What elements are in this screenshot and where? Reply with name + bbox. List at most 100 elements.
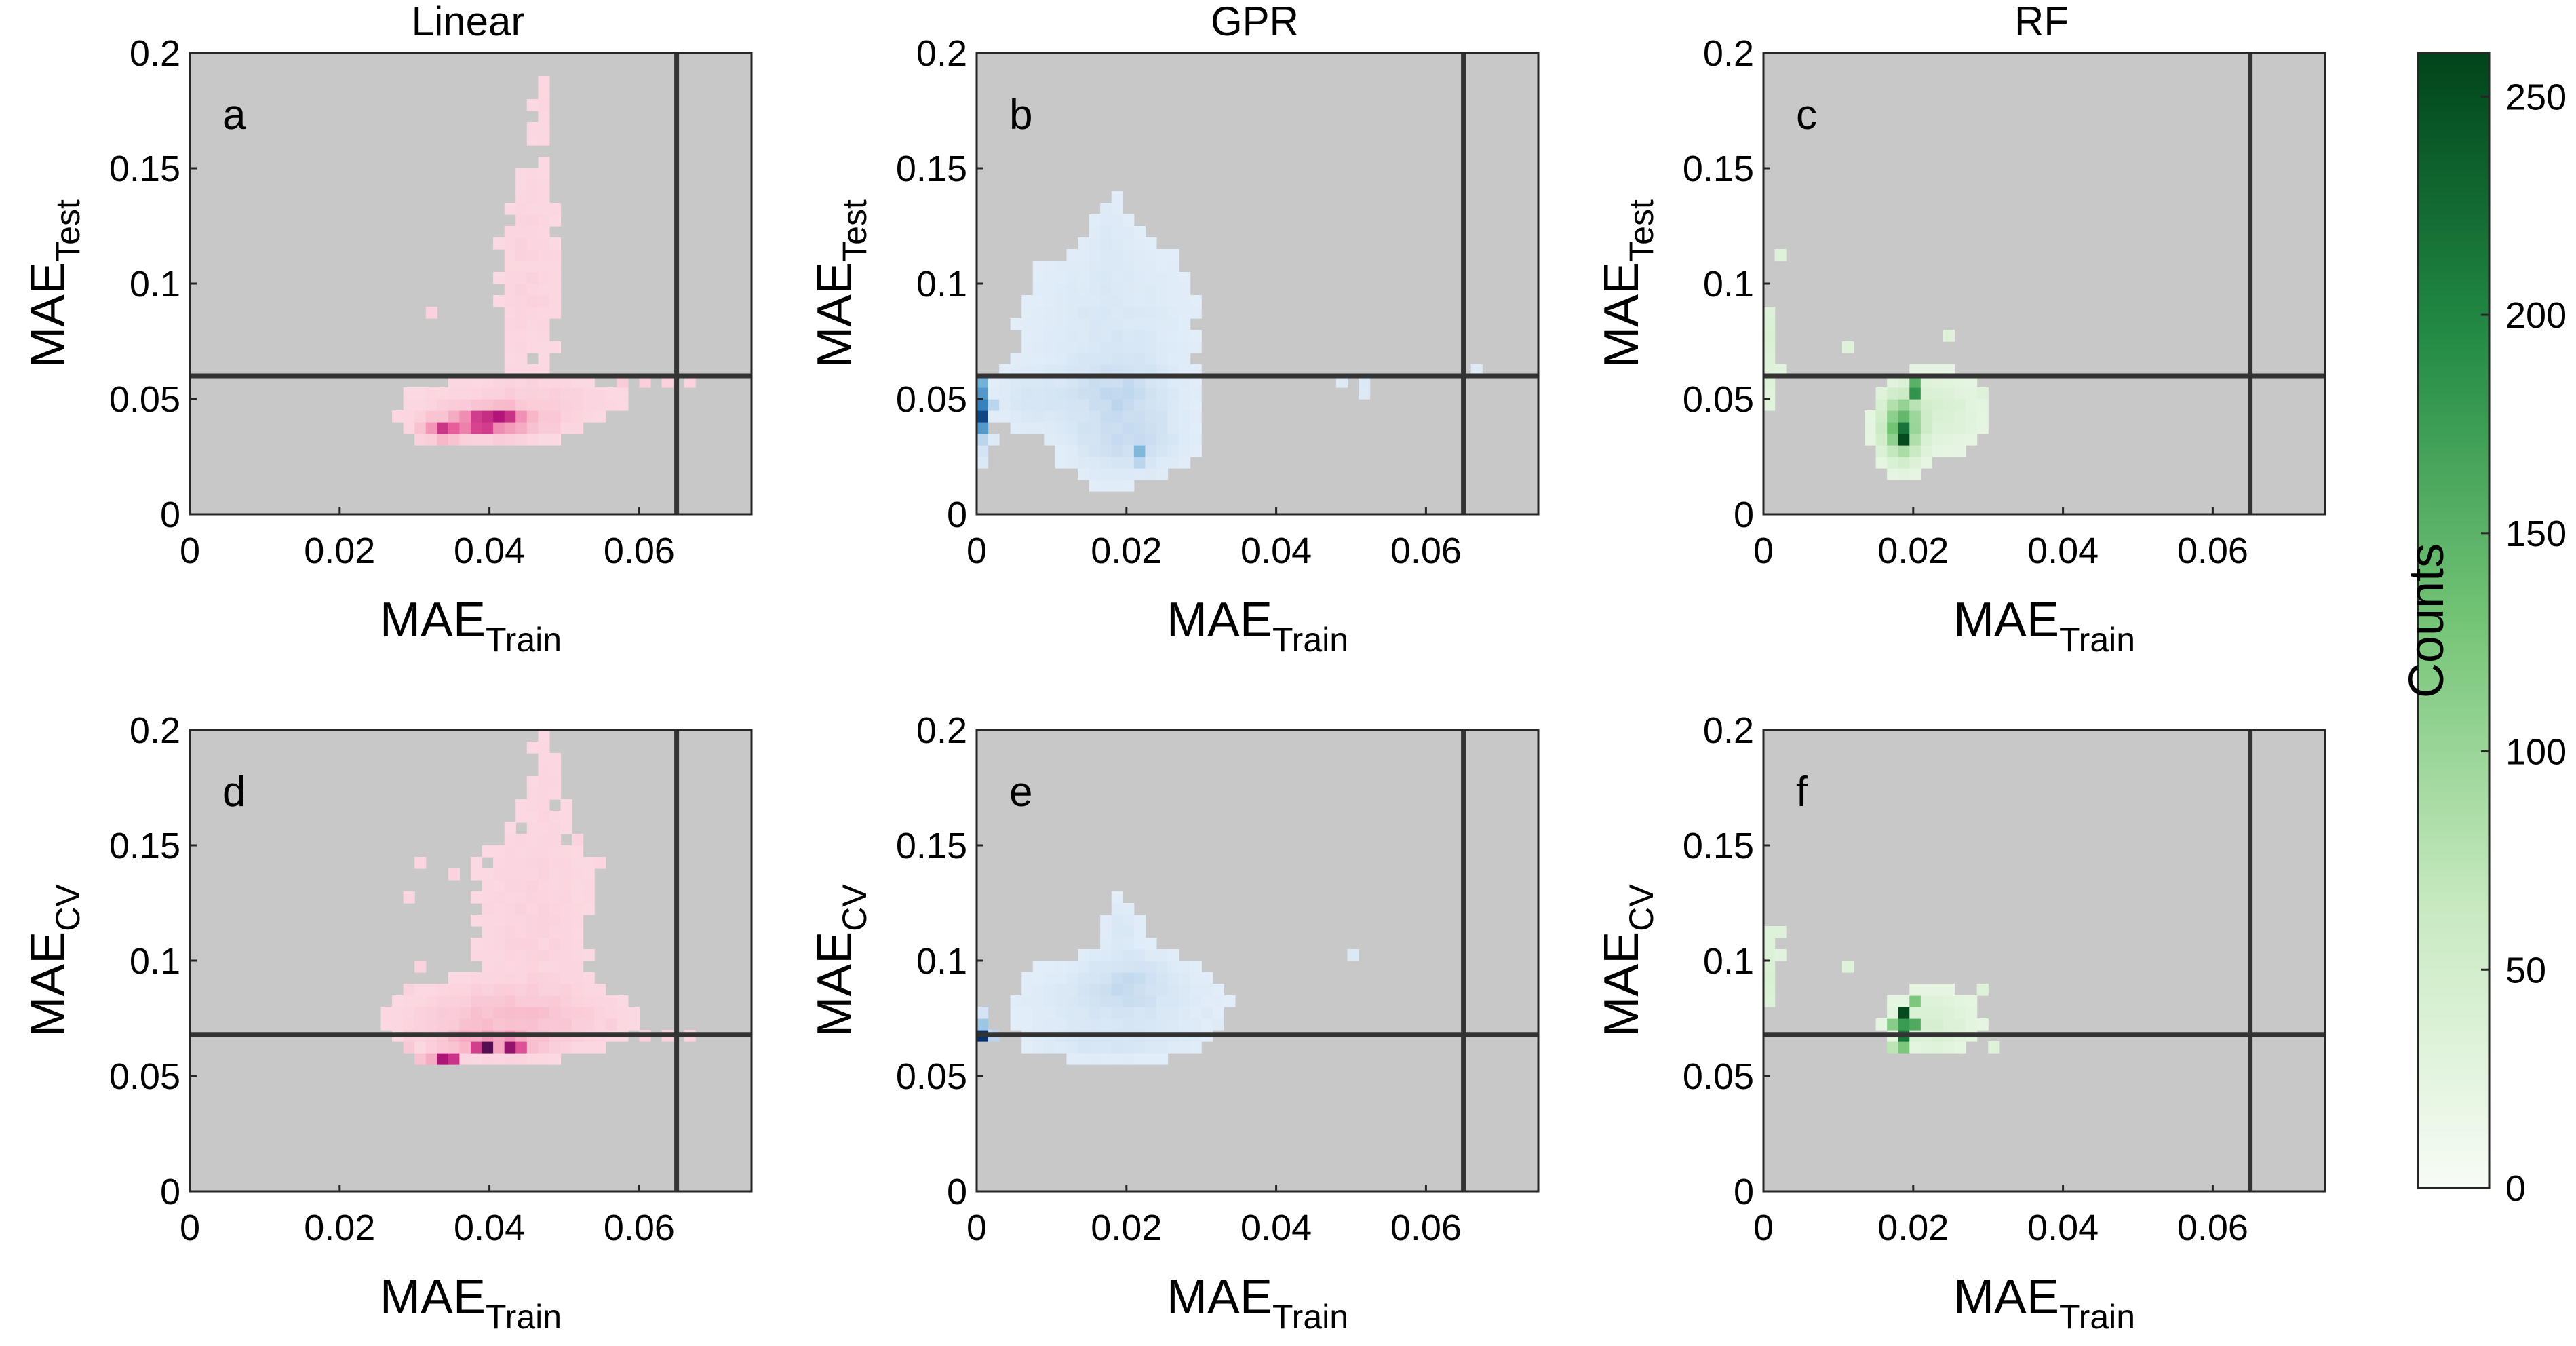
heatmap-cell [1909, 376, 1921, 388]
heatmap-cell [549, 822, 562, 834]
heatmap-cell [594, 387, 606, 400]
heatmap-cell [1145, 1007, 1157, 1019]
heatmap-cell [1066, 1041, 1078, 1054]
heatmap-cell [639, 376, 651, 388]
heatmap-cells [1763, 249, 1989, 480]
heatmap-cell [1123, 272, 1135, 284]
heatmap-cell [583, 857, 595, 869]
heatmap-cell [515, 237, 528, 250]
heatmap-cell [1190, 1018, 1202, 1031]
heatmap-cell [1021, 984, 1034, 996]
x-tick-label: 0.04 [454, 1208, 525, 1248]
heatmap-cell [594, 399, 606, 411]
heatmap-cell [1865, 434, 1877, 446]
heatmap-cell [1111, 226, 1123, 238]
y-tick-label: 0.05 [109, 1056, 180, 1097]
heatmap-cell [1133, 237, 1146, 250]
heatmap-cell [560, 995, 572, 1007]
heatmap-cell [617, 399, 629, 411]
heatmap-cell [1966, 1018, 1978, 1031]
heatmap-cell [1078, 1041, 1090, 1054]
heatmap-cell [504, 364, 516, 377]
heatmap-cell [583, 1018, 595, 1031]
heatmap-cell [504, 984, 516, 996]
y-tick-label: 0.2 [916, 33, 967, 74]
heatmap-cell [538, 730, 550, 742]
heatmap-cell [425, 399, 437, 411]
heatmap-cell [1066, 341, 1078, 353]
heatmap-cell [988, 434, 1000, 446]
heatmap-cell [1763, 387, 1776, 400]
heatmap-cell [482, 926, 494, 938]
heatmap-cell [594, 410, 606, 423]
heatmap-cell [1156, 261, 1169, 273]
heatmap-cell [1865, 410, 1877, 423]
heatmap-cell [1179, 445, 1191, 457]
heatmap-cell [1932, 410, 1944, 423]
heatmap-cell [1100, 915, 1112, 927]
heatmap-cell [1089, 353, 1101, 365]
heatmap-cell [1111, 261, 1123, 273]
heatmap-cell [583, 880, 595, 892]
heatmap-cell [1123, 284, 1135, 296]
heatmap-cell [594, 1018, 606, 1031]
heatmap-cell [1887, 422, 1899, 434]
heatmap-cell [538, 387, 550, 400]
heatmap-cell [1909, 364, 1921, 377]
heatmap-cell [403, 984, 415, 996]
heatmap-cell [448, 868, 461, 881]
heatmap-cell [515, 880, 528, 892]
heatmap-cell [482, 949, 494, 961]
heatmap-cell [482, 868, 494, 881]
heatmap-cell [493, 949, 505, 961]
heatmap-cell [1763, 961, 1776, 973]
heatmap-cell [1133, 961, 1146, 973]
heatmap-cell [1167, 1041, 1179, 1054]
heatmap-cell [437, 387, 449, 400]
heatmap-cell [1100, 364, 1112, 377]
heatmap-cell [1032, 295, 1045, 307]
heatmap-cell [1032, 399, 1045, 411]
heatmap-cell [1100, 995, 1112, 1007]
heatmap-cell [549, 434, 562, 446]
heatmap-cell [1179, 410, 1191, 423]
heatmap-cell [1089, 961, 1101, 973]
heatmap-cell [493, 938, 505, 950]
heatmap-cell [583, 410, 595, 423]
x-axis-label: MAETrain [1953, 593, 2135, 659]
heatmap-cell [1167, 364, 1179, 377]
heatmap-cell [1123, 261, 1135, 273]
heatmap-cell [1898, 399, 1910, 411]
heatmap-cell [1954, 1041, 1966, 1054]
heatmap-cell [1078, 237, 1090, 250]
heatmap-cell [504, 330, 516, 342]
heatmap-cell [538, 180, 550, 192]
heatmap-cell [1111, 399, 1123, 411]
heatmap-cell [1066, 272, 1078, 284]
y-axis-label: MAECV [21, 884, 87, 1037]
heatmap-cell [1123, 237, 1135, 250]
x-tick-label: 0.06 [604, 531, 675, 571]
heatmap-cell [1156, 995, 1169, 1007]
heatmap-cell [471, 938, 483, 950]
heatmap-cell [538, 799, 550, 811]
heatmap-cell [1909, 422, 1921, 434]
heatmap-cell [1133, 984, 1146, 996]
heatmap-cell [1201, 1007, 1213, 1019]
heatmap-cell [471, 1053, 483, 1065]
heatmap-cell [538, 857, 550, 869]
heatmap-cell [538, 261, 550, 273]
heatmap-cell [1021, 995, 1034, 1007]
heatmap-cell [1156, 984, 1169, 996]
x-tick-label: 0 [1753, 531, 1774, 571]
heatmap-cell [1078, 410, 1090, 423]
heatmap-cell [1044, 295, 1056, 307]
heatmap-cell [526, 1007, 539, 1019]
heatmap-cell [1123, 399, 1135, 411]
heatmap-cell [1887, 1041, 1899, 1054]
heatmap-cell [1089, 341, 1101, 353]
heatmap-cell [1201, 972, 1213, 984]
heatmap-cell [471, 376, 483, 388]
y-tick-label: 0 [160, 1172, 180, 1212]
heatmap-cell [1078, 1007, 1090, 1019]
